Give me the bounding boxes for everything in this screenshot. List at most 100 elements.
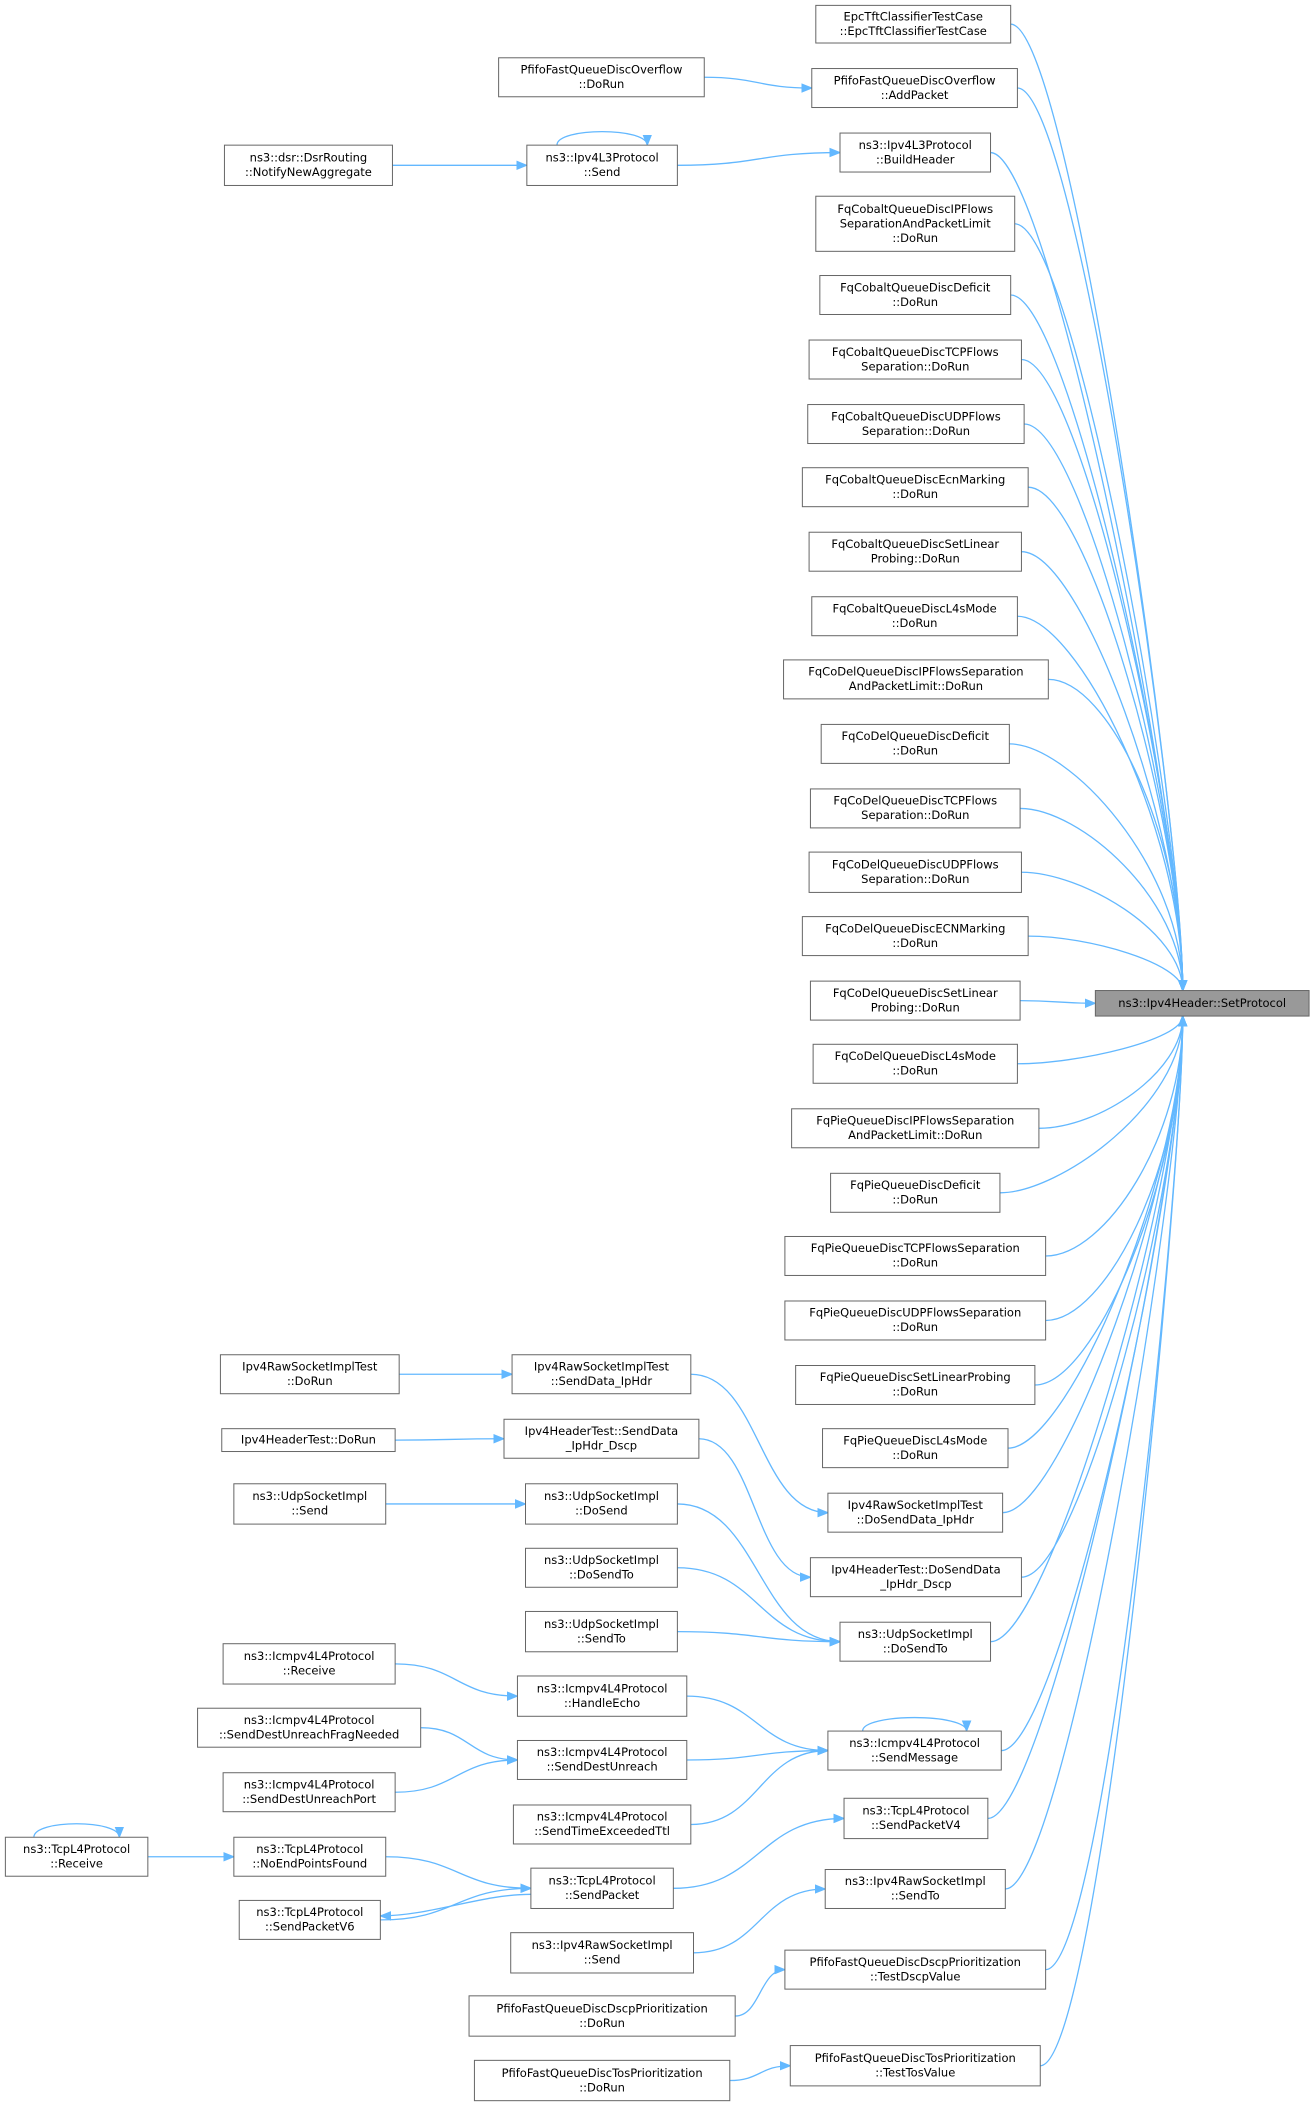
node-label: ns3::Icmpv4L4Protocol [244,1649,375,1663]
edge [395,1439,504,1440]
node-label: Probing::DoRun [871,1000,960,1014]
node-label: ::Send [291,1504,328,1518]
node-label: FqPieQueueDiscL4sMode [843,1433,987,1447]
node-label: FqCobaltQueueDiscL4sMode [832,601,996,615]
node-label: _IpHdr_Dscp [565,1439,637,1453]
edge [1017,615,1182,990]
node-label: ns3::UdpSocketImpl [544,1489,659,1503]
node-box [525,1547,678,1588]
node-box [238,1899,381,1940]
node-box [512,1804,692,1845]
node-box [783,659,1049,700]
node-label: Ipv4RawSocketImplTest [534,1359,670,1373]
node-label: FqPieQueueDiscUDPFlowsSeparation [809,1306,1021,1320]
node-box [530,1867,674,1909]
edge [395,1663,517,1696]
node-label: ::AddPacket [881,88,949,102]
edge [420,1727,518,1760]
node-box [824,1869,1006,1909]
node-label: ns3::TcpL4Protocol [862,1804,969,1818]
node-label: EpcTftClassifierTestCase [843,9,983,23]
edge [1009,743,1182,991]
node-box [219,1354,400,1395]
node-label: PfifoFastQueueDiscDscpPrioritization [496,2001,707,2015]
edge [987,1016,1183,1820]
node-label: ::NotifyNewAggregate [245,165,372,179]
node-label: ::SendDestUnreach [547,1760,658,1774]
node-label: Ipv4HeaderTest::SendData [525,1424,679,1438]
node-label: AndPacketLimit::DoRun [849,679,983,693]
node-label: Ipv4HeaderTest::DoSendData [831,1562,1000,1576]
node-label: FqPieQueueDiscSetLinearProbing [820,1370,1011,1384]
node-box [812,1043,1018,1084]
node-label: ::SendData_IpHdr [551,1374,653,1388]
edge [990,1016,1183,1643]
node-label: ::SendPacketV4 [871,1818,961,1832]
node-box [822,1428,1009,1469]
node-box [830,1172,1001,1213]
node-box [789,2045,1041,2087]
edge [861,1716,967,1732]
node-label: ::Send [584,1953,621,1967]
node-box [808,531,1022,572]
node-label: ::TestDscpValue [870,1969,960,1983]
node-label: ns3::Ipv4L3Protocol [545,151,658,165]
node-box [808,339,1022,380]
node-label: PfifoFastQueueDiscTosPrioritization [502,2066,703,2080]
node-label: ::DoRun [287,1374,333,1388]
node-box [503,1418,700,1459]
node-label: FqCoDelQueueDiscTCPFlows [833,794,997,808]
edge [1017,87,1182,990]
node-box [827,1730,1002,1771]
node-label: ns3::Icmpv4L4Protocol [537,1745,668,1759]
edge [677,1567,840,1642]
edges [33,23,1183,2082]
node-label: ::DoRun [892,1385,938,1399]
edge [1020,807,1183,990]
node-box [827,1492,1004,1533]
node-label: ::TestTosValue [875,2065,955,2079]
node-label: ::EpcTftClassifierTestCase [840,24,987,38]
edge [1014,223,1183,991]
node-box [222,1772,396,1813]
node-box [819,275,1012,315]
node-label: ns3::dsr::DsrRouting [250,151,368,165]
node-box [784,1300,1047,1341]
edge [1045,1016,1183,1257]
node-box [808,851,1022,893]
node-label: ::DoRun [892,1320,938,1334]
edge [380,1893,531,1916]
edge [1040,1016,1182,2067]
node-label: ::Receive [50,1856,103,1870]
node-box [807,404,1025,445]
node-label: ns3::Ipv4L3Protocol [859,138,972,152]
node-label: ::SendTo [577,1631,626,1645]
node-label: FqCobaltQueueDiscEcnMarking [825,472,1005,486]
node-label: ns3::TcpL4Protocol [23,1842,130,1856]
node-box [811,596,1018,637]
node-label: FqCobaltQueueDiscDeficit [840,280,991,294]
node-label: ::DoSendData_IpHdr [857,1512,974,1526]
edge [1005,1016,1182,1890]
node-label: Ipv4RawSocketImplTest [848,1498,984,1512]
node-box [511,1354,692,1395]
node-box [815,195,1016,252]
node-label: ns3::Icmpv4L4Protocol [244,1713,375,1727]
node-box [801,916,1029,957]
node-label: Ipv4RawSocketImplTest [242,1359,378,1373]
node-label: ::DoSend [575,1504,628,1518]
node-label: ::Receive [283,1664,336,1678]
node-label: ::DoRun [892,295,938,309]
node-label: ::BuildHeader [876,152,955,166]
node-label: FqCoDelQueueDiscIPFlowsSeparation [808,665,1023,679]
node-label: ::SendTimeExceededTtl [534,1824,670,1838]
edge [395,1760,517,1793]
node-label: ns3::Ipv4RawSocketImpl [532,1938,673,1952]
edge [1048,678,1182,990]
node-label: PfifoFastQueueDiscTosPrioritization [815,2051,1016,2065]
node-label: FqCoDelQueueDiscL4sMode [835,1049,996,1063]
node-box [784,1235,1047,1276]
node-box [791,1108,1040,1149]
node-label: FqPieQueueDiscTCPFlowsSeparation [811,1241,1020,1255]
